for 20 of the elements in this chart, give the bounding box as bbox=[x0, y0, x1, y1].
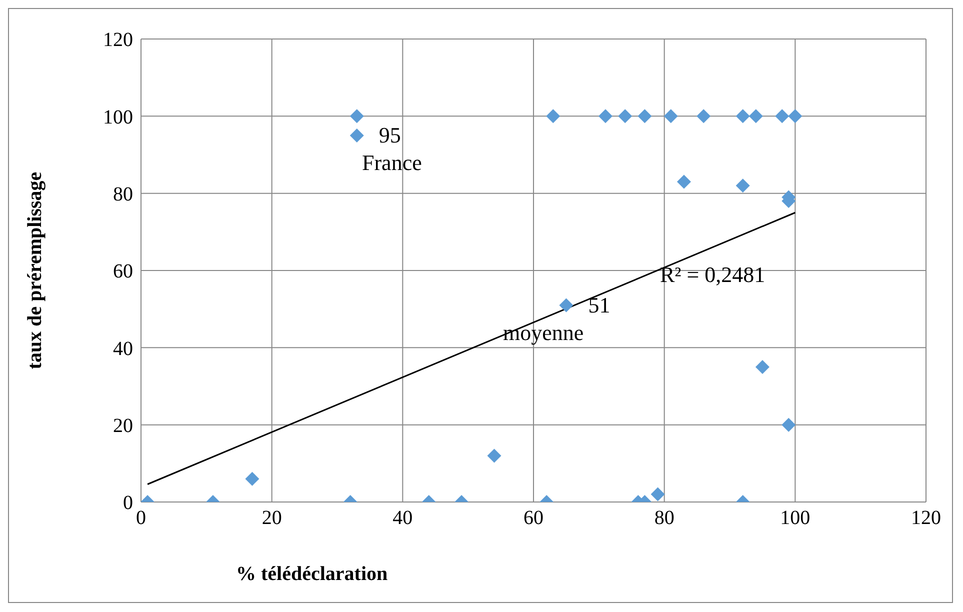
x-tick-label: 20 bbox=[262, 507, 282, 530]
annotation: moyenne bbox=[503, 320, 584, 345]
data-label: 95 bbox=[378, 122, 401, 148]
x-tick-label: 60 bbox=[524, 507, 544, 530]
x-tick-label: 40 bbox=[392, 507, 413, 530]
x-tick-label: 120 bbox=[911, 507, 941, 530]
annotation: R² = 0,2481 bbox=[660, 262, 766, 287]
x-tick-label: 80 bbox=[654, 507, 674, 530]
annotation: France bbox=[362, 150, 422, 175]
x-axis-title: % télédéclaration bbox=[236, 563, 388, 585]
y-tick-label: 60 bbox=[113, 260, 133, 283]
y-tick-label: 100 bbox=[103, 106, 133, 128]
y-tick-label: 40 bbox=[113, 338, 133, 360]
y-tick-label: 20 bbox=[113, 414, 133, 437]
x-tick-label: 100 bbox=[780, 507, 810, 530]
y-tick-label: 0 bbox=[123, 492, 133, 514]
y-tick-label: 80 bbox=[113, 183, 133, 206]
y-axis-title: taux de préremplissage bbox=[24, 172, 46, 370]
y-tick-label: 120 bbox=[103, 29, 133, 52]
data-label: 51 bbox=[588, 292, 610, 318]
